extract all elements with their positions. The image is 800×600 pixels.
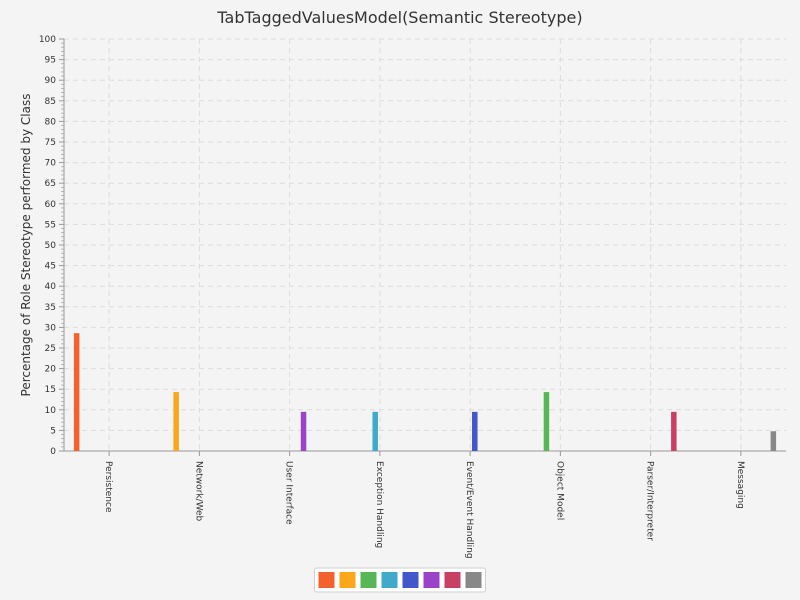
legend-swatch[interactable] (360, 572, 377, 588)
y-tick-label: 0 (50, 447, 56, 457)
legend-swatch[interactable] (381, 572, 398, 588)
bar[interactable] (543, 392, 550, 451)
legend-swatch[interactable] (423, 572, 440, 588)
bar[interactable] (300, 411, 307, 451)
y-tick-label: 45 (45, 262, 56, 272)
y-tick-label: 30 (45, 323, 57, 333)
y-tick-label: 20 (45, 365, 57, 375)
x-tick-label: User Interface (284, 461, 294, 525)
y-tick-label: 15 (45, 385, 56, 395)
y-axis-title: Percentage of Role Stereotype performed … (19, 94, 33, 397)
bar[interactable] (372, 411, 378, 451)
y-tick-label: 70 (45, 159, 57, 169)
bar[interactable] (173, 392, 179, 451)
x-tick-labels: Persistence Network/Web User Interface Exce… (103, 461, 745, 559)
y-tick-label: 5 (50, 426, 56, 436)
y-tick-label: 80 (45, 117, 57, 127)
bar[interactable] (73, 333, 80, 451)
axes (59, 38, 786, 456)
chart-title: TabTaggedValuesModel(Semantic Stereotype… (216, 8, 582, 27)
legend-swatch[interactable] (444, 572, 461, 588)
x-tick-label: Network/Web (193, 461, 203, 522)
x-tick-label: Exception Handling (374, 461, 384, 548)
x-tick-label: Object Model (554, 461, 564, 520)
y-tick-label: 90 (45, 76, 57, 86)
y-tick-label: 10 (45, 406, 57, 416)
y-tick-label: 25 (45, 344, 56, 354)
x-tick-label: Messaging (735, 461, 745, 509)
bar[interactable] (770, 431, 777, 451)
y-tick-label: 95 (45, 56, 56, 66)
y-tick-label: 55 (45, 220, 56, 230)
bar[interactable] (472, 411, 478, 451)
y-tick-label: 75 (45, 138, 56, 148)
legend-box (314, 567, 486, 593)
legend-swatch[interactable] (402, 572, 419, 588)
x-tick-label: Event/Event Handling (464, 461, 474, 559)
legend-swatch[interactable] (318, 572, 335, 588)
y-tick-label: 60 (45, 200, 57, 210)
y-tick-label: 100 (39, 35, 56, 45)
bar[interactable] (671, 411, 677, 451)
legend-swatch[interactable] (465, 572, 482, 588)
x-tick-label: Parser/Interpreter (645, 461, 655, 541)
legend[interactable] (314, 567, 486, 593)
grid-lines (64, 38, 786, 451)
y-tick-label: 85 (45, 97, 56, 107)
y-tick-label: 50 (45, 241, 57, 251)
y-tick-label: 40 (45, 282, 57, 292)
legend-swatch[interactable] (339, 572, 356, 588)
bars (73, 333, 777, 451)
y-tick-label: 35 (45, 303, 56, 313)
y-tick-label: 65 (45, 179, 56, 189)
x-tick-label: Persistence (103, 461, 113, 513)
y-tick-labels: 0 5 10 15 20 25 30 35 40 45 50 55 60 65 70 75 80 85 90 95 10… (39, 35, 56, 457)
